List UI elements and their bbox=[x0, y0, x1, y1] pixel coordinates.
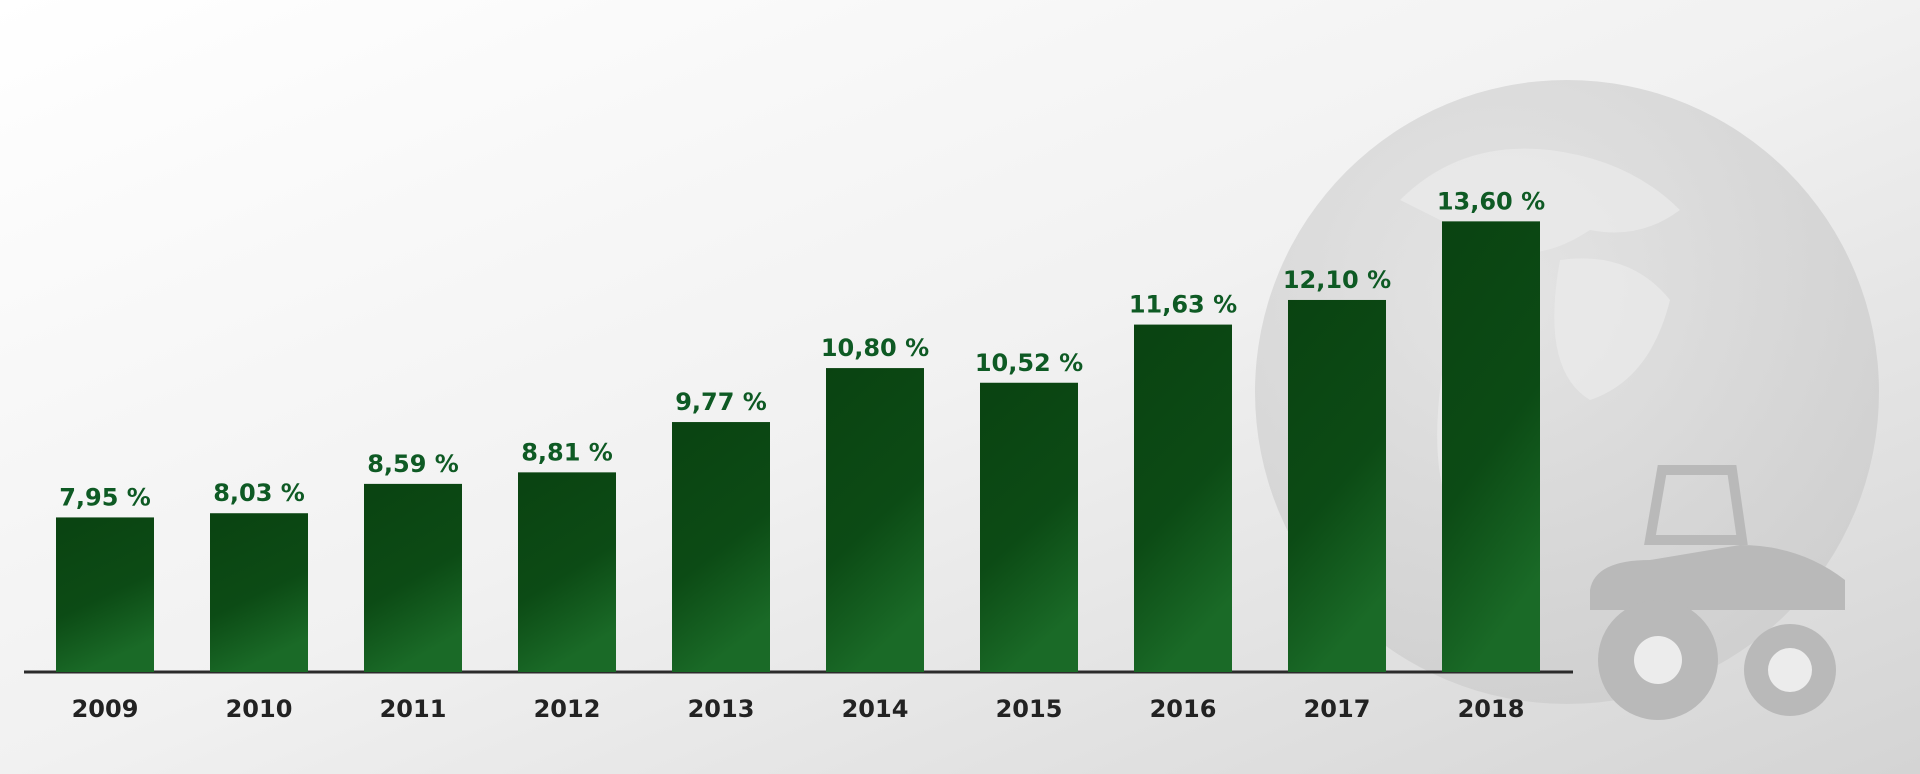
tractor bbox=[1590, 465, 1845, 720]
value-label: 12,10 % bbox=[1283, 266, 1391, 294]
bar bbox=[826, 368, 924, 672]
x-tick-label: 2012 bbox=[534, 695, 601, 723]
value-label: 10,80 % bbox=[821, 334, 929, 362]
x-tick-label: 2013 bbox=[688, 695, 755, 723]
bar bbox=[364, 483, 462, 672]
bar bbox=[210, 513, 308, 672]
value-label: 10,52 % bbox=[975, 349, 1083, 377]
value-label: 13,60 % bbox=[1437, 187, 1545, 215]
tractor-hub bbox=[1634, 636, 1682, 684]
x-tick-label: 2016 bbox=[1150, 695, 1217, 723]
bar bbox=[1134, 324, 1232, 672]
x-tick-label: 2014 bbox=[842, 695, 909, 723]
bar bbox=[980, 382, 1078, 672]
value-label: 8,03 % bbox=[213, 479, 305, 507]
bar bbox=[672, 422, 770, 672]
x-tick-label: 2018 bbox=[1458, 695, 1525, 723]
bar bbox=[1288, 299, 1386, 672]
value-label: 8,59 % bbox=[367, 450, 459, 478]
x-tick-label: 2010 bbox=[226, 695, 293, 723]
x-tick-label: 2017 bbox=[1304, 695, 1371, 723]
tractor-hub bbox=[1768, 648, 1812, 692]
x-tick-label: 2011 bbox=[380, 695, 447, 723]
value-label: 7,95 % bbox=[59, 483, 151, 511]
bar bbox=[56, 517, 154, 672]
bar bbox=[1442, 221, 1540, 673]
x-tick-label: 2015 bbox=[996, 695, 1063, 723]
bar bbox=[518, 472, 616, 672]
value-label: 11,63 % bbox=[1129, 291, 1237, 319]
value-label: 9,77 % bbox=[675, 388, 767, 416]
x-tick-label: 2009 bbox=[72, 695, 139, 723]
value-label: 8,81 % bbox=[521, 438, 613, 466]
